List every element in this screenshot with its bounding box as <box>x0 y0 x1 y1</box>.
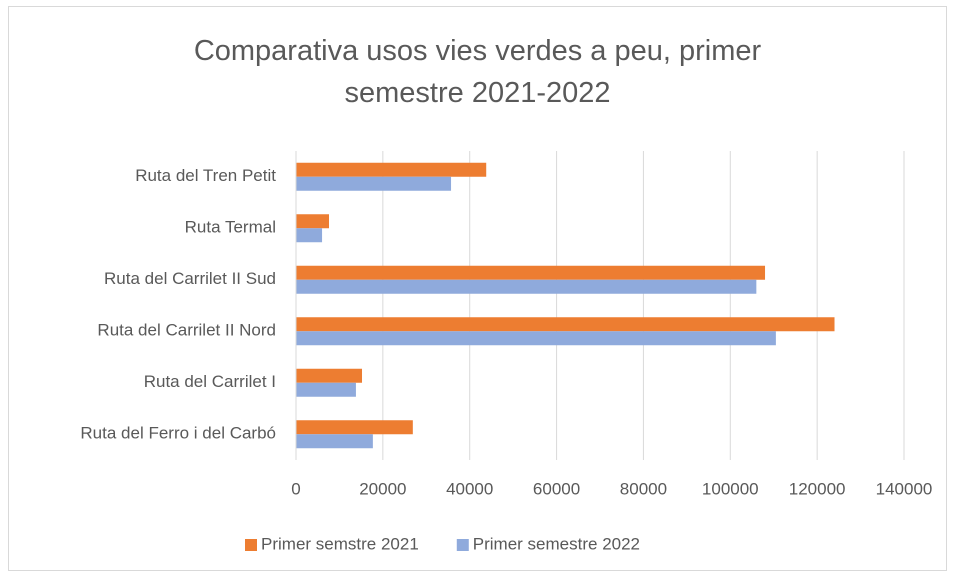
bar <box>296 420 413 435</box>
y-tick-label: Ruta Termal <box>185 218 276 237</box>
bar <box>296 228 323 243</box>
y-tick-label: Ruta del Carrilet I <box>144 372 276 391</box>
legend-swatch <box>245 539 257 551</box>
bar <box>296 265 766 280</box>
chart-title: Comparativa usos vies verdes a peu, prim… <box>193 35 762 109</box>
x-tick-label: 80000 <box>620 479 667 498</box>
y-tick-label: Ruta del Ferro i del Carbó <box>80 424 276 443</box>
bar <box>296 331 776 346</box>
bar <box>296 214 330 229</box>
legend-label: Primer semstre 2021 <box>261 534 419 553</box>
bar <box>296 382 356 397</box>
y-tick-label: Ruta del Tren Petit <box>135 166 276 185</box>
y-tick-label: Ruta del Carrilet II Nord <box>97 321 276 340</box>
x-tick-label: 120000 <box>789 479 846 498</box>
legend-label: Primer semestre 2022 <box>473 534 640 553</box>
bar <box>296 176 452 191</box>
x-tick-label: 60000 <box>533 479 580 498</box>
x-tick-label: 20000 <box>359 479 406 498</box>
x-tick-label: 100000 <box>702 479 759 498</box>
x-tick-label: 40000 <box>446 479 493 498</box>
x-tick-label: 0 <box>291 479 300 498</box>
bar <box>296 317 835 332</box>
bar <box>296 279 757 294</box>
bar <box>296 162 487 177</box>
bar <box>296 434 373 449</box>
legend-swatch <box>456 539 469 551</box>
bar <box>296 368 363 383</box>
y-tick-label: Ruta del Carrilet II Sud <box>104 269 276 288</box>
x-tick-label: 140000 <box>876 479 933 498</box>
